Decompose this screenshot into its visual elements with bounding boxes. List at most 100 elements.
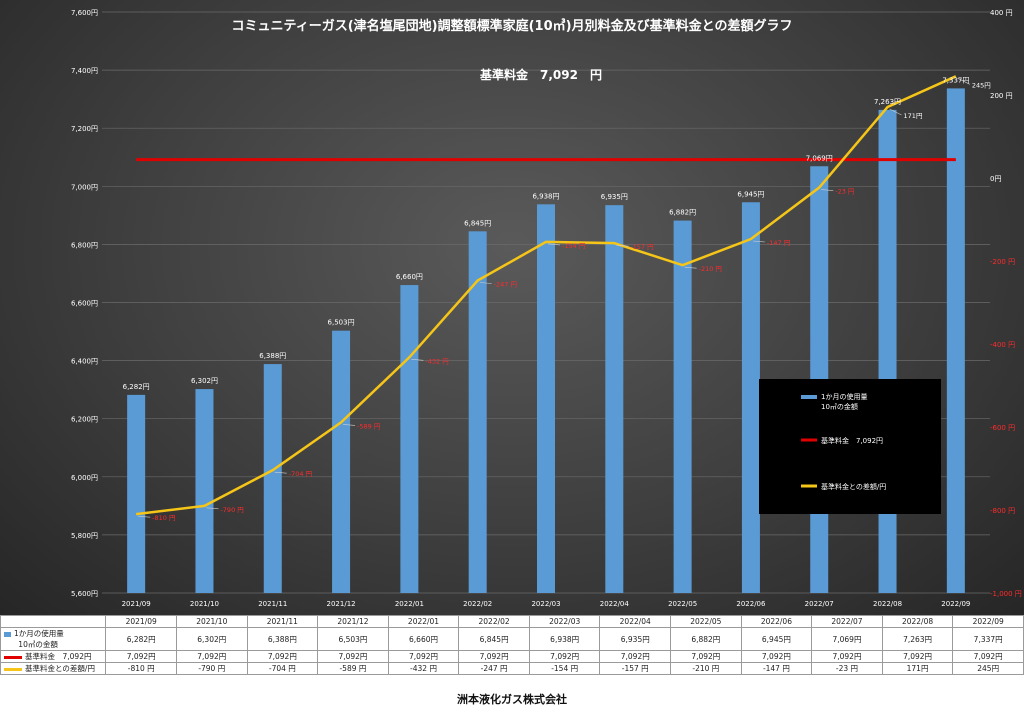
y-tick-label: 6,200円 [71, 416, 98, 424]
leader-line [889, 108, 902, 116]
table-cell: 7,092円 [670, 650, 742, 663]
leader-line [411, 358, 424, 361]
table-cell: 7,092円 [952, 650, 1024, 663]
bar [468, 231, 487, 593]
table-cell: 7,337円 [952, 627, 1024, 651]
y-tick-label: 6,000円 [71, 474, 98, 482]
bar-value-label: 7,337円 [942, 76, 969, 84]
legend-bar-label: 1か月の使用量 10㎥の金額 [821, 392, 867, 411]
y2-tick-label: -600 円 [990, 424, 1015, 432]
company-footer: 洲本液化ガス株式会社 [457, 693, 567, 706]
difference-value-label: 171円 [904, 112, 923, 120]
table-row-label-text: 1か月の使用量 10㎥の金額 [4, 629, 64, 649]
difference-value-label: -704 円 [289, 470, 312, 478]
x-tick-label: 2021/09 [122, 600, 151, 608]
table-cell: -23 円 [811, 662, 883, 675]
bar-value-label: 6,938円 [532, 192, 559, 200]
y2-tick-label: 400 円 [990, 9, 1013, 17]
bar-value-label: 6,845円 [464, 219, 491, 227]
table-cell: -704 円 [246, 662, 319, 675]
y2-tick-label: -400 円 [990, 341, 1015, 349]
leader-line [206, 507, 219, 510]
difference-value-label: -247 円 [494, 281, 517, 289]
table-cell: 6,882円 [670, 627, 742, 651]
table-header-cell: 2022/01 [387, 615, 460, 628]
table-cell: -810 円 [105, 662, 177, 675]
bar-value-label: 6,660円 [396, 273, 423, 281]
y-tick-label: 6,800円 [71, 241, 98, 249]
x-tick-label: 2022/05 [668, 600, 697, 608]
table-cell: 171円 [881, 662, 954, 675]
table-header-cell: 2022/05 [670, 615, 742, 628]
leader-line [138, 515, 151, 518]
table-cell: 245円 [952, 662, 1024, 675]
table-cell: 7,092円 [811, 650, 883, 663]
y-tick-label: 7,600円 [71, 9, 98, 17]
bar-value-label: 7,263円 [874, 98, 901, 106]
x-tick-label: 2021/11 [258, 600, 287, 608]
table-cell: -589 円 [317, 662, 389, 675]
table-row-label: 基準料金 7,092円 [0, 650, 107, 663]
table-row: 1か月の使用量 10㎥の金額 6,282円 6,302円 6,388円 6,503円 6,… [0, 627, 1024, 651]
table-cell: 6,938円 [528, 627, 601, 651]
bar [195, 389, 214, 593]
table-header-cell: 2021/09 [105, 615, 177, 628]
bar [263, 364, 282, 593]
leader-line [684, 266, 697, 269]
bar-value-label: 6,282円 [123, 383, 150, 391]
bar [127, 394, 146, 593]
table-cell: -157 円 [599, 662, 672, 675]
table-cell: 6,845円 [458, 627, 530, 651]
difference-value-label: -157 円 [630, 243, 653, 251]
difference-value-label: -810 円 [152, 514, 175, 522]
leader-line [957, 78, 970, 85]
leader-line [479, 282, 492, 284]
difference-value-label: -154 円 [562, 242, 585, 250]
table-cell: 6,302円 [175, 627, 248, 651]
x-tick-label: 2022/09 [941, 600, 970, 608]
x-tick-label: 2021/10 [190, 600, 219, 608]
table-row: 基準料金 7,092円 7,092円 7,092円 7,092円 7,092円 7,092… [0, 650, 1024, 663]
bar [741, 202, 760, 593]
bar-value-label: 7,069円 [806, 154, 833, 162]
leader-line [547, 243, 561, 246]
legend-box [759, 379, 941, 514]
data-labels: 6,282円 6,302円 6,388円 6,503円 6,660円 6,845円 6,93… [123, 76, 991, 522]
table-header-cell: 2022/03 [528, 615, 601, 628]
bar [605, 205, 624, 593]
legend-difference-label: 基準料金との差額/円 [821, 482, 886, 491]
y-tick-label: 5,800円 [71, 532, 98, 540]
table-header-cell: 2021/11 [246, 615, 319, 628]
chart-title: コミュニティーガス(津名塩尾団地)調整額標準家庭(10㎥)月別料金及び基準料金と… [232, 18, 793, 34]
y2-tick-label: -1,000 円 [990, 590, 1022, 598]
table-header-cell: 2021/12 [317, 615, 389, 628]
table-cell: 6,945円 [740, 627, 813, 651]
table-row-label: 基準料金との差額/円 [0, 662, 107, 675]
leader-line [752, 240, 765, 243]
table-header-cell: 2022/08 [881, 615, 954, 628]
y-tick-label: 7,200円 [71, 125, 98, 133]
table-cell: -790 円 [175, 662, 248, 675]
bar [332, 330, 351, 593]
table-corner [0, 615, 107, 628]
legend-bar-key [801, 395, 817, 399]
difference-value-label: 245円 [972, 81, 991, 89]
table-cell: 7,092円 [175, 650, 248, 663]
table-cell: 7,092円 [881, 650, 954, 663]
x-tick-label: 2022/03 [531, 600, 560, 608]
difference-value-label: -147 円 [767, 239, 790, 247]
x-tick-label: 2022/04 [600, 600, 630, 608]
x-tick-label: 2022/06 [736, 600, 766, 608]
x-tick-label: 2021/12 [327, 600, 356, 608]
legend-bar-label-line: 10㎥の金額 [821, 402, 858, 411]
table-cell: 7,092円 [387, 650, 460, 663]
bar [673, 220, 692, 594]
x-tick-label: 2022/02 [463, 600, 492, 608]
table-cell: 7,092円 [599, 650, 672, 663]
table-cell: 7,069円 [811, 627, 883, 651]
difference-line [136, 75, 957, 516]
y2-tick-label: -800 円 [990, 507, 1015, 515]
table-cell: -432 円 [387, 662, 460, 675]
y2-tick-label: -200 円 [990, 258, 1015, 266]
leader-line [274, 471, 287, 474]
